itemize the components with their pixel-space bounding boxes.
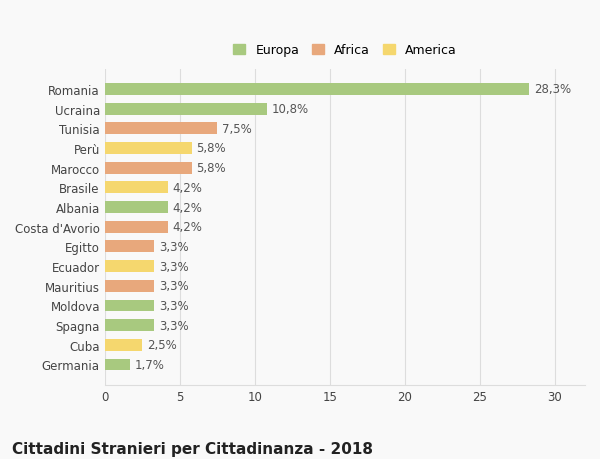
Bar bbox=[105, 221, 168, 233]
Text: 5,8%: 5,8% bbox=[196, 142, 226, 155]
Text: 5,8%: 5,8% bbox=[196, 162, 226, 175]
Text: 4,2%: 4,2% bbox=[172, 201, 202, 214]
Text: 4,2%: 4,2% bbox=[172, 181, 202, 195]
Text: 28,3%: 28,3% bbox=[534, 83, 571, 96]
Text: 3,3%: 3,3% bbox=[159, 241, 188, 253]
Bar bbox=[105, 103, 267, 115]
Bar bbox=[105, 280, 154, 292]
Text: 7,5%: 7,5% bbox=[222, 123, 251, 135]
Text: 4,2%: 4,2% bbox=[172, 221, 202, 234]
Bar bbox=[105, 143, 192, 155]
Text: 3,3%: 3,3% bbox=[159, 319, 188, 332]
Bar bbox=[105, 202, 168, 213]
Legend: Europa, Africa, America: Europa, Africa, America bbox=[227, 38, 463, 63]
Bar bbox=[105, 84, 529, 95]
Text: 2,5%: 2,5% bbox=[147, 339, 176, 352]
Bar bbox=[105, 359, 130, 370]
Text: Cittadini Stranieri per Cittadinanza - 2018: Cittadini Stranieri per Cittadinanza - 2… bbox=[12, 441, 373, 456]
Bar bbox=[105, 261, 154, 272]
Bar bbox=[105, 182, 168, 194]
Text: 1,7%: 1,7% bbox=[135, 358, 164, 371]
Bar bbox=[105, 162, 192, 174]
Bar bbox=[105, 319, 154, 331]
Bar bbox=[105, 339, 142, 351]
Text: 3,3%: 3,3% bbox=[159, 260, 188, 273]
Text: 3,3%: 3,3% bbox=[159, 280, 188, 292]
Text: 3,3%: 3,3% bbox=[159, 299, 188, 312]
Bar bbox=[105, 123, 217, 135]
Bar bbox=[105, 300, 154, 312]
Bar bbox=[105, 241, 154, 253]
Text: 10,8%: 10,8% bbox=[271, 103, 308, 116]
